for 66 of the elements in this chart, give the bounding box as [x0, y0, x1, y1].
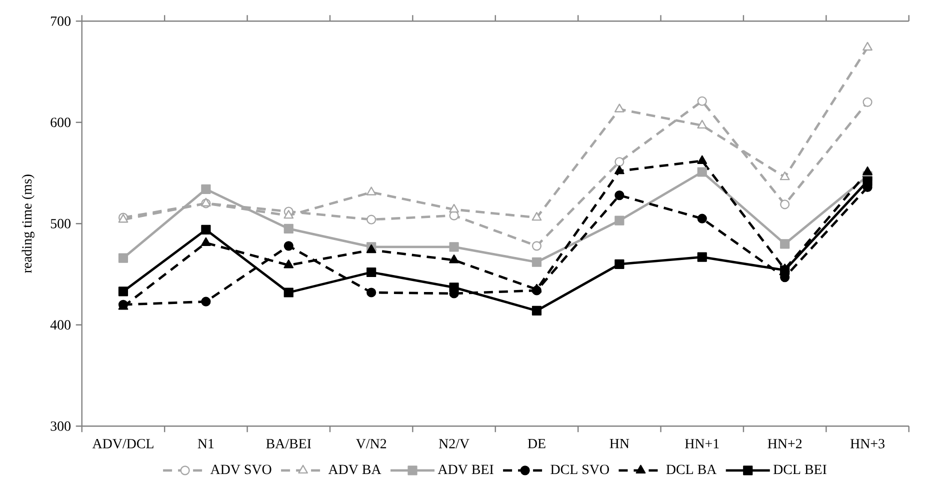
x-tick-label: ADV/DCL	[92, 438, 154, 448]
x-tick-label: BA/BEI	[266, 438, 311, 448]
point	[697, 214, 707, 224]
point	[366, 186, 376, 196]
point	[614, 216, 624, 226]
point	[614, 165, 624, 174]
point	[532, 257, 542, 267]
point	[697, 252, 707, 262]
point	[780, 171, 790, 180]
x-tick-label: N1	[198, 438, 214, 448]
x-tick-label: HN+2	[768, 438, 802, 448]
y-tick-label: 400	[50, 320, 70, 330]
y-tick-label: 300	[50, 421, 70, 431]
legend-label: DCL SVO	[550, 464, 609, 474]
point	[284, 210, 294, 219]
point	[201, 224, 211, 235]
x-tick-label: HN+1	[685, 438, 719, 448]
point	[284, 224, 294, 234]
point	[532, 284, 542, 293]
x-tick-label: N2/V	[438, 438, 470, 448]
point	[780, 200, 790, 210]
point	[697, 167, 707, 177]
point	[862, 42, 872, 51]
point	[532, 212, 542, 221]
point	[614, 104, 624, 112]
point	[366, 214, 376, 224]
point	[201, 184, 211, 194]
point	[366, 267, 376, 278]
legend-label: ADV SVO	[210, 464, 272, 474]
legend-label: ADV BA	[328, 464, 382, 474]
point	[449, 242, 459, 252]
y-tick-label: 500	[50, 218, 70, 228]
x-tick-label: HN	[610, 438, 630, 448]
point	[449, 282, 459, 292]
point	[532, 306, 542, 316]
point	[697, 155, 708, 164]
x-tick-label: HN+3	[850, 438, 884, 448]
point	[614, 190, 624, 200]
point	[532, 241, 542, 251]
legend-label: DCL BEI	[773, 464, 826, 474]
point	[614, 259, 624, 269]
point	[449, 254, 459, 264]
y-tick-label: 700	[51, 16, 70, 26]
legend-label: DCL BA	[666, 464, 717, 474]
point	[201, 237, 211, 246]
point	[614, 157, 624, 167]
point	[284, 241, 294, 251]
point	[862, 176, 872, 186]
legend-label: ADV BEI	[438, 464, 494, 474]
point	[697, 120, 708, 129]
point	[366, 288, 376, 298]
point	[118, 253, 128, 263]
x-tick-label: V/N2	[356, 438, 386, 448]
point	[449, 204, 459, 213]
point	[862, 166, 872, 176]
point	[780, 239, 790, 249]
point	[780, 265, 790, 276]
point	[862, 97, 872, 107]
point	[284, 288, 294, 298]
point	[201, 296, 211, 306]
y-tick-label: 600	[50, 118, 70, 128]
point	[118, 286, 128, 296]
y-axis-title: reading time (ms)	[22, 174, 34, 273]
point	[284, 260, 294, 268]
point	[697, 96, 707, 106]
x-tick-label: DE	[528, 438, 546, 448]
